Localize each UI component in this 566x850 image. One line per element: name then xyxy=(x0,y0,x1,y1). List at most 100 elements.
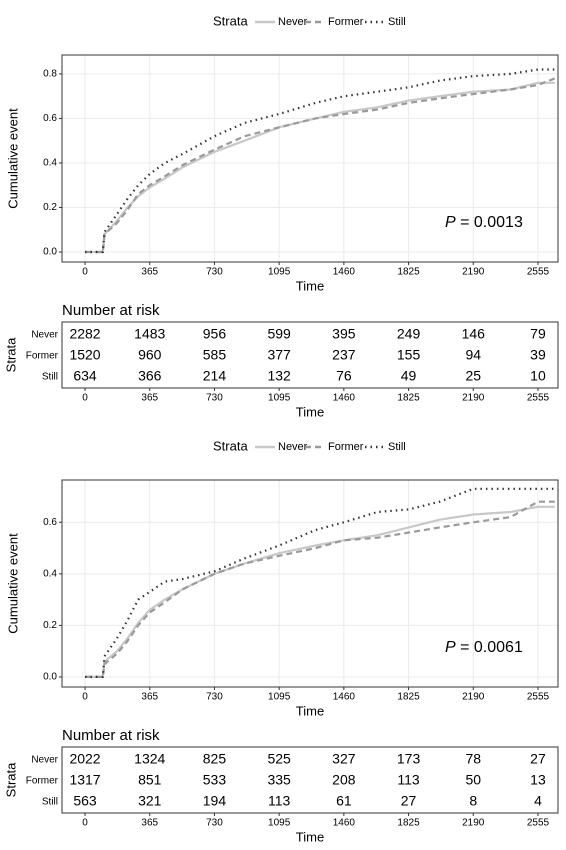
x-tick-label: 1095 xyxy=(268,692,291,703)
risk-count: 146 xyxy=(462,326,486,342)
x-tick-label: 1825 xyxy=(397,818,420,829)
y-tick-label: 0.6 xyxy=(43,517,57,528)
risk-count: 113 xyxy=(397,772,420,788)
risk-count: 825 xyxy=(203,751,227,767)
legend-label: Former xyxy=(328,441,364,453)
risk-count: 634 xyxy=(73,368,97,384)
risk-count: 237 xyxy=(332,347,356,363)
risk-count: 155 xyxy=(397,347,421,363)
table-x-title: Time xyxy=(296,829,324,844)
curve xyxy=(85,77,556,254)
x-tick-label: 1095 xyxy=(268,818,291,829)
y-tick-label: 0.6 xyxy=(43,113,57,124)
plot-background xyxy=(62,55,558,262)
x-tick-label: 1095 xyxy=(268,267,291,278)
risk-count: 27 xyxy=(530,751,546,767)
risk-count: 8 xyxy=(469,793,477,809)
table-border xyxy=(61,321,559,389)
risk-count: 851 xyxy=(138,772,162,788)
risk-count: 2282 xyxy=(69,326,100,342)
risk-count: 960 xyxy=(138,347,162,363)
x-tick-label: 730 xyxy=(206,692,223,703)
p-text: = 0.0061 xyxy=(456,639,523,656)
y-axis-title: Cumulative event xyxy=(5,108,20,209)
risk-count: 249 xyxy=(397,326,421,342)
table-y-title: Strata xyxy=(3,762,18,797)
x-tick-label: 2555 xyxy=(527,393,550,404)
p-value: P = 0.0061 xyxy=(445,639,523,656)
x-tick-label: 1825 xyxy=(397,393,420,404)
p-symbol: P xyxy=(445,214,456,231)
curve xyxy=(85,487,555,679)
risk-count: 321 xyxy=(138,793,162,809)
risk-count: 61 xyxy=(336,793,352,809)
risk-count: 208 xyxy=(332,772,356,788)
risk-count: 335 xyxy=(267,772,291,788)
legend-title: Strata xyxy=(213,13,248,28)
table-title: Number at risk xyxy=(62,727,160,744)
x-tick-label: 2190 xyxy=(462,267,485,278)
p-value: P = 0.0013 xyxy=(445,214,523,231)
plot-border xyxy=(61,479,559,688)
risk-count: 533 xyxy=(203,772,227,788)
curve xyxy=(85,81,555,254)
risk-count: 395 xyxy=(332,326,356,342)
x-tick-label: 365 xyxy=(141,393,158,404)
x-tick-label: 2555 xyxy=(527,692,550,703)
risk-count: 585 xyxy=(203,347,227,363)
x-tick-label: 2190 xyxy=(462,692,485,703)
x-tick-label: 2555 xyxy=(527,818,550,829)
risk-count: 76 xyxy=(336,368,352,384)
risk-count: 13 xyxy=(530,772,546,788)
x-tick-label: 1460 xyxy=(333,393,356,404)
x-tick-label: 1460 xyxy=(333,267,356,278)
legend-label: Former xyxy=(328,16,364,28)
risk-count: 194 xyxy=(203,793,227,809)
y-tick-label: 0.0 xyxy=(43,247,57,258)
row-label: Still xyxy=(42,797,58,808)
row-label: Former xyxy=(26,351,59,362)
x-tick-label: 1095 xyxy=(268,393,291,404)
y-tick-label: 0.2 xyxy=(43,620,57,631)
risk-count: 1483 xyxy=(134,326,165,342)
plot-border xyxy=(61,54,559,263)
x-axis-title: Time xyxy=(296,703,324,718)
risk-count: 10 xyxy=(530,368,546,384)
y-tick-label: 0.0 xyxy=(43,672,57,683)
risk-count: 49 xyxy=(401,368,417,384)
legend-label: Never xyxy=(278,16,308,28)
risk-count: 1520 xyxy=(69,347,100,363)
x-tick-label: 730 xyxy=(206,393,223,404)
risk-count: 1317 xyxy=(69,772,100,788)
x-tick-label: 730 xyxy=(206,267,223,278)
risk-count: 214 xyxy=(203,368,227,384)
legend-label: Still xyxy=(388,441,406,453)
legend-label: Never xyxy=(278,441,308,453)
x-tick-label: 1825 xyxy=(397,692,420,703)
risk-count: 39 xyxy=(530,347,546,363)
risk-count: 366 xyxy=(138,368,162,384)
row-label: Still xyxy=(42,372,58,383)
risk-count: 78 xyxy=(465,751,481,767)
x-tick-label: 2555 xyxy=(527,267,550,278)
risk-count: 4 xyxy=(534,793,542,809)
table-title: Number at risk xyxy=(62,302,160,319)
x-tick-label: 365 xyxy=(141,267,158,278)
risk-count: 79 xyxy=(530,326,546,342)
curve xyxy=(85,505,555,679)
risk-count: 327 xyxy=(332,751,356,767)
risk-count: 94 xyxy=(465,347,481,363)
risk-count: 25 xyxy=(465,368,481,384)
table-x-title: Time xyxy=(296,404,324,419)
x-tick-label: 1460 xyxy=(333,818,356,829)
y-tick-label: 0.4 xyxy=(43,568,57,579)
x-tick-label: 0 xyxy=(82,692,88,703)
risk-count: 956 xyxy=(203,326,227,342)
x-tick-label: 1460 xyxy=(333,692,356,703)
curve xyxy=(85,500,555,679)
risk-count: 50 xyxy=(465,772,481,788)
p-text: = 0.0013 xyxy=(456,214,523,231)
x-tick-label: 1825 xyxy=(397,267,420,278)
y-tick-label: 0.2 xyxy=(43,202,57,213)
